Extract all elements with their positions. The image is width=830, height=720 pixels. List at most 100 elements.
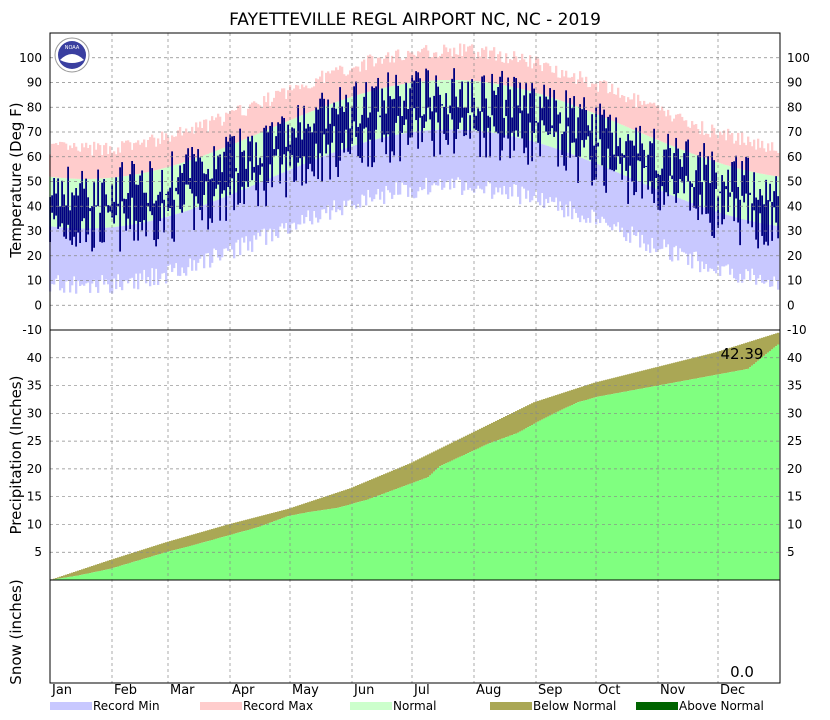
below-normal-bar [309, 501, 312, 512]
record-min-bar [313, 159, 316, 211]
record-max-bar [707, 133, 710, 160]
record-max-bar [517, 62, 520, 89]
observed-temp-bar [91, 205, 93, 252]
below-normal-bar [357, 485, 360, 503]
record-min-bar [337, 150, 340, 210]
record-max-bar [503, 62, 506, 86]
below-normal-bar [659, 366, 662, 386]
record-min-bar [597, 164, 600, 220]
record-max-bar [651, 103, 654, 138]
record-min-bar [589, 161, 592, 223]
below-normal-bar [355, 485, 358, 503]
below-normal-bar [419, 458, 422, 481]
below-normal-bar [279, 510, 282, 520]
observed-temp-bar [307, 123, 309, 170]
record-min-bar [711, 210, 714, 269]
observed-temp-bar [187, 148, 189, 185]
normal-bar [65, 178, 68, 228]
record-min-bar [255, 184, 258, 240]
observed-precip-bar [721, 373, 724, 580]
below-normal-bar [369, 480, 372, 499]
observed-temp-bar [757, 199, 759, 249]
observed-temp-bar [393, 98, 395, 156]
observed-temp-bar [603, 109, 605, 186]
below-normal-bar [551, 396, 554, 415]
record-max-bar [723, 130, 726, 165]
below-normal-bar [571, 389, 574, 405]
below-normal-bar [275, 512, 278, 521]
below-normal-bar [81, 569, 84, 575]
observed-precip-bar [763, 355, 766, 580]
record-min-bar [599, 165, 602, 223]
observed-precip-bar [405, 485, 408, 580]
observed-temp-bar [753, 172, 755, 211]
observed-precip-bar [433, 471, 436, 580]
below-normal-bar [361, 483, 364, 502]
observed-temp-bar [231, 136, 233, 179]
observed-temp-bar [709, 183, 711, 223]
observed-precip-bar [707, 376, 710, 580]
observed-temp-bar [477, 108, 479, 132]
observed-temp-bar [659, 175, 661, 211]
below-normal-bar [335, 492, 338, 509]
normal-bar [187, 160, 190, 211]
observed-precip-bar [157, 554, 160, 580]
observed-temp-bar [745, 156, 747, 194]
record-max-bar [661, 106, 664, 142]
observed-temp-bar [277, 122, 279, 150]
observed-precip-bar [419, 480, 422, 580]
observed-temp-bar [129, 174, 131, 230]
observed-temp-bar [627, 134, 629, 204]
observed-temp-bar [227, 141, 229, 188]
below-normal-bar [751, 340, 754, 366]
observed-temp-bar [97, 169, 99, 207]
record-max-bar [411, 52, 414, 83]
observed-temp-bar [211, 178, 213, 223]
observed-temp-bar [695, 170, 697, 209]
observed-temp-bar [461, 81, 463, 118]
observed-precip-bar [501, 438, 504, 580]
observed-precip-bar [685, 380, 688, 580]
observed-temp-bar [475, 115, 477, 130]
record-min-bar [537, 142, 540, 203]
observed-temp-bar [639, 125, 641, 162]
record-min-bar [159, 218, 162, 280]
record-max-bar [301, 84, 304, 116]
record-min-bar [329, 153, 332, 220]
observed-precip-bar [95, 571, 98, 580]
record-max-bar [487, 59, 490, 83]
record-min-bar [129, 224, 132, 279]
record-max-bar [527, 66, 530, 91]
observed-temp-bar [503, 117, 505, 138]
observed-precip-bar [395, 489, 398, 580]
record-max-bar [215, 117, 218, 151]
observed-temp-bar [407, 109, 409, 145]
observed-temp-bar [111, 184, 113, 218]
record-max-bar [573, 73, 576, 106]
snow-total-label: 0.0 [730, 663, 754, 681]
record-min-bar [567, 152, 570, 217]
record-max-bar [413, 54, 416, 83]
observed-precip-bar [153, 555, 156, 580]
observed-temp-bar [613, 154, 615, 172]
below-normal-bar [295, 506, 298, 515]
record-max-bar [209, 120, 212, 154]
observed-temp-bar [247, 136, 249, 187]
record-max-bar [239, 105, 242, 142]
observed-precip-bar [503, 437, 506, 580]
record-min-bar [737, 217, 740, 283]
below-normal-bar [425, 455, 428, 478]
record-min-bar [365, 142, 368, 206]
observed-precip-bar [213, 539, 216, 580]
observed-precip-bar [577, 402, 580, 580]
below-normal-bar [231, 523, 234, 535]
record-min-bar [251, 185, 254, 252]
temp-tick-label: 90 [787, 76, 802, 90]
legend-label: Record Min [93, 699, 160, 713]
record-max-bar [273, 97, 276, 127]
observed-temp-bar [273, 149, 275, 156]
observed-precip-bar [231, 534, 234, 580]
record-min-bar [197, 207, 200, 263]
below-normal-bar [527, 405, 530, 428]
observed-precip-bar [605, 395, 608, 580]
